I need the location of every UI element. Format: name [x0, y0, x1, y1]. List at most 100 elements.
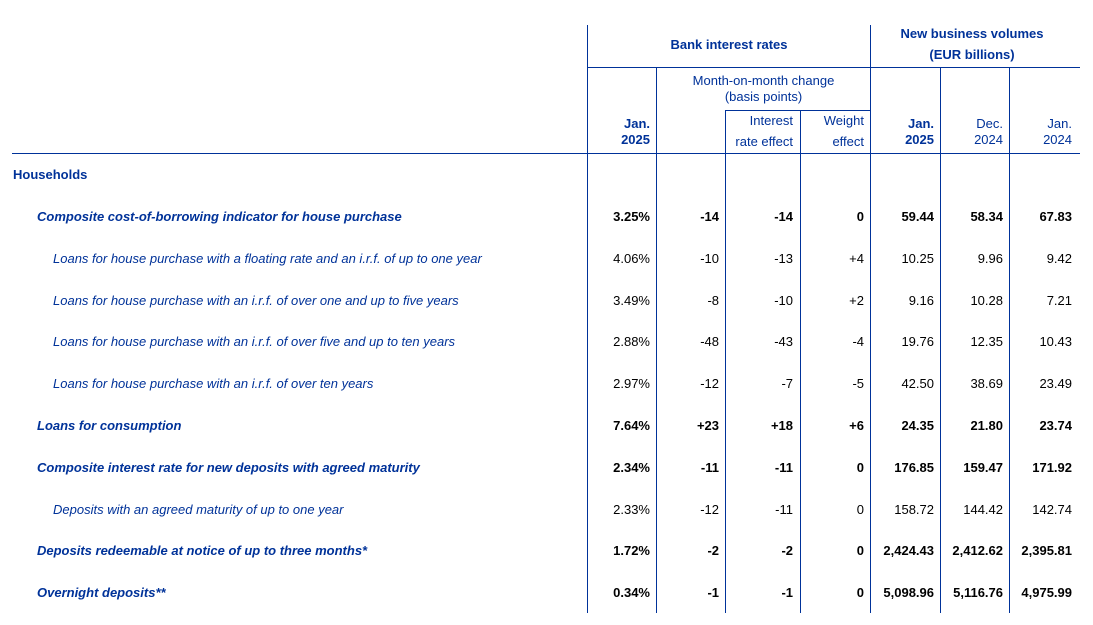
- header-new-business-2: (EUR billions): [929, 47, 1015, 62]
- table-cell: 38.69: [970, 376, 1003, 391]
- table-cell: -11: [775, 502, 793, 517]
- row-label: Composite interest rate for new deposits…: [37, 460, 420, 475]
- table-cell: 159.47: [963, 460, 1003, 475]
- table-cell: 4.06%: [613, 251, 650, 266]
- table-cell: -14: [700, 209, 719, 224]
- table-cell: 12.35: [970, 334, 1003, 349]
- vline-4: [800, 110, 801, 613]
- table-cell: -48: [700, 334, 719, 349]
- table-cell: -10: [774, 293, 793, 308]
- table-cell: -1: [707, 585, 719, 600]
- table-cell: +23: [696, 418, 719, 433]
- row-label: Loans for house purchase with an i.r.f. …: [53, 376, 374, 391]
- header-mom-1: Month-on-month change: [692, 73, 835, 88]
- table-cell: -2: [781, 543, 793, 558]
- table-cell: -8: [707, 293, 719, 308]
- table-cell: 7.21: [1046, 293, 1072, 308]
- table-cell: 158.72: [894, 502, 934, 517]
- table-cell: 1.72%: [613, 543, 650, 558]
- table-cell: 0: [856, 209, 864, 224]
- header-jan2024-1: Jan.: [1047, 116, 1072, 131]
- hline-sub: [725, 110, 870, 111]
- table-cell: -1: [781, 585, 793, 600]
- table-cell: 2.34%: [613, 460, 650, 475]
- vline-5: [870, 25, 871, 613]
- row-label: Composite cost-of-borrowing indicator fo…: [37, 209, 402, 224]
- header-dec2024-1: Dec.: [976, 116, 1003, 131]
- table-cell: 10.25: [901, 251, 934, 266]
- header-jan2024-2: 2024: [1043, 132, 1072, 147]
- table-cell: -11: [700, 460, 719, 475]
- table-cell: 42.50: [901, 376, 934, 391]
- table-cell: -10: [700, 251, 719, 266]
- vline-7: [1009, 67, 1010, 613]
- table-cell: 0: [856, 460, 864, 475]
- table-cell: -12: [700, 376, 719, 391]
- table-cell: -2: [707, 543, 719, 558]
- table-cell: 2,424.43: [883, 543, 934, 558]
- table-cell: 142.74: [1032, 502, 1072, 517]
- header-weight-effect-2: effect: [832, 134, 864, 149]
- table-cell: 10.43: [1039, 334, 1072, 349]
- row-label: Loans for consumption: [37, 418, 182, 433]
- hline-top: [587, 67, 1080, 68]
- header-bank-rates: Bank interest rates: [670, 37, 788, 52]
- vline-2: [656, 67, 657, 613]
- header-jan2025-vol-2: 2025: [905, 132, 934, 147]
- table-cell: -11: [774, 460, 793, 475]
- header-jan2025-vol-1: Jan.: [907, 116, 934, 131]
- table-cell: -5: [852, 376, 864, 391]
- hline-header-bottom: [12, 153, 1080, 154]
- row-label: Deposits redeemable at notice of up to t…: [37, 543, 368, 558]
- table-cell: 144.42: [963, 502, 1003, 517]
- table-cell: 9.42: [1046, 251, 1072, 266]
- table-cell: 59.44: [901, 209, 934, 224]
- table-cell: +4: [849, 251, 864, 266]
- table-cell: +6: [849, 418, 864, 433]
- table-cell: 21.80: [970, 418, 1003, 433]
- section-households: Households: [13, 167, 88, 182]
- row-label: Loans for house purchase with an i.r.f. …: [53, 293, 459, 308]
- header-interest-effect-1: Interest: [749, 113, 793, 128]
- table-cell: 0: [856, 502, 864, 517]
- table-cell: -43: [774, 334, 793, 349]
- table-cell: 0: [856, 585, 864, 600]
- row-label: Loans for house purchase with an i.r.f. …: [53, 334, 456, 349]
- table-cell: 2,412.62: [952, 543, 1003, 558]
- table-cell: 7.64%: [613, 418, 650, 433]
- table-cell: 0: [856, 543, 864, 558]
- vline-1: [587, 25, 588, 613]
- row-label: Loans for house purchase with a floating…: [53, 251, 482, 266]
- row-label: Deposits with an agreed maturity of up t…: [53, 502, 344, 517]
- table-cell: -14: [774, 209, 793, 224]
- table-cell: 0.34%: [613, 585, 650, 600]
- table-cell: 2.33%: [613, 502, 650, 517]
- table-cell: 2.88%: [613, 334, 650, 349]
- table-cell: 23.49: [1039, 376, 1072, 391]
- table-cell: 24.35: [901, 418, 934, 433]
- header-jan2025-rates-1: Jan.: [623, 116, 650, 131]
- table-cell: 9.96: [977, 251, 1003, 266]
- table-cell: 19.76: [901, 334, 934, 349]
- vline-6: [940, 67, 941, 613]
- table-cell: +2: [849, 293, 864, 308]
- table-cell: 58.34: [970, 209, 1003, 224]
- table-cell: +18: [770, 418, 793, 433]
- table-cell: 5,116.76: [953, 585, 1003, 600]
- table-cell: 176.85: [894, 460, 934, 475]
- header-dec2024-2: 2024: [974, 132, 1003, 147]
- table-cell: 67.83: [1039, 209, 1072, 224]
- vline-3: [725, 110, 726, 613]
- table-cell: -13: [774, 251, 793, 266]
- table-cell: 2.97%: [613, 376, 650, 391]
- table-cell: 3.49%: [613, 293, 650, 308]
- table-cell: -12: [700, 502, 719, 517]
- table-cell: 2,395.81: [1021, 543, 1072, 558]
- table-cell: 10.28: [970, 293, 1003, 308]
- header-jan2025-rates-2: 2025: [621, 132, 650, 147]
- table-cell: 171.92: [1032, 460, 1072, 475]
- header-mom-2: (basis points): [724, 89, 803, 104]
- table-cell: 9.16: [908, 293, 934, 308]
- row-label: Overnight deposits**: [37, 585, 166, 600]
- table-cell: -7: [781, 376, 793, 391]
